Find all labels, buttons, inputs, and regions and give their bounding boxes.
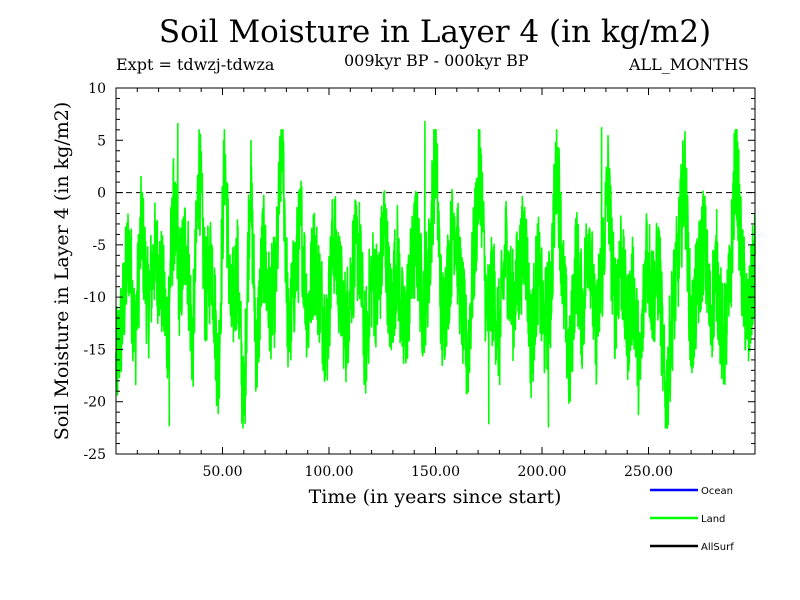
chart-title: Soil Moisture in Layer 4 (in kg/m2) xyxy=(158,14,712,50)
legend: Ocean Land AllSurf xyxy=(650,486,734,553)
y-tick-label: -20 xyxy=(83,395,106,411)
legend-label-land: Land xyxy=(701,514,725,525)
y-tick-label: -15 xyxy=(83,342,106,358)
x-tick-label: 50.00 xyxy=(202,464,242,480)
legend-label-ocean: Ocean xyxy=(701,486,733,497)
experiment-label: Expt = tdwzj-tdwza xyxy=(116,55,275,74)
series-line-land xyxy=(115,120,756,429)
x-tick-label: 200.00 xyxy=(518,464,567,480)
period-label: 009kyr BP - 000kyr BP xyxy=(344,51,529,70)
legend-label-allsurf: AllSurf xyxy=(701,542,734,553)
plot-area xyxy=(115,120,756,429)
y-tick-label: -5 xyxy=(92,238,106,254)
y-tick-label: -25 xyxy=(83,447,106,463)
x-axis-label: Time (in years since start) xyxy=(309,486,562,508)
axis-ticks: 50.00 100.00 150.00 200.00 250.00 10 5 0 -5 -10 -1… xyxy=(83,81,755,480)
x-tick-label: 250.00 xyxy=(624,464,673,480)
months-label: ALL_MONTHS xyxy=(629,55,749,74)
x-tick-label: 150.00 xyxy=(411,464,460,480)
y-tick-label: 5 xyxy=(97,133,106,149)
y-tick-label: -10 xyxy=(83,290,106,306)
x-tick-label: 100.00 xyxy=(305,464,354,480)
y-tick-label: 0 xyxy=(97,186,106,202)
y-axis-label: Soil Moisture in Layer 4 (in kg/m2) xyxy=(51,102,73,441)
y-tick-label: 10 xyxy=(88,81,106,97)
